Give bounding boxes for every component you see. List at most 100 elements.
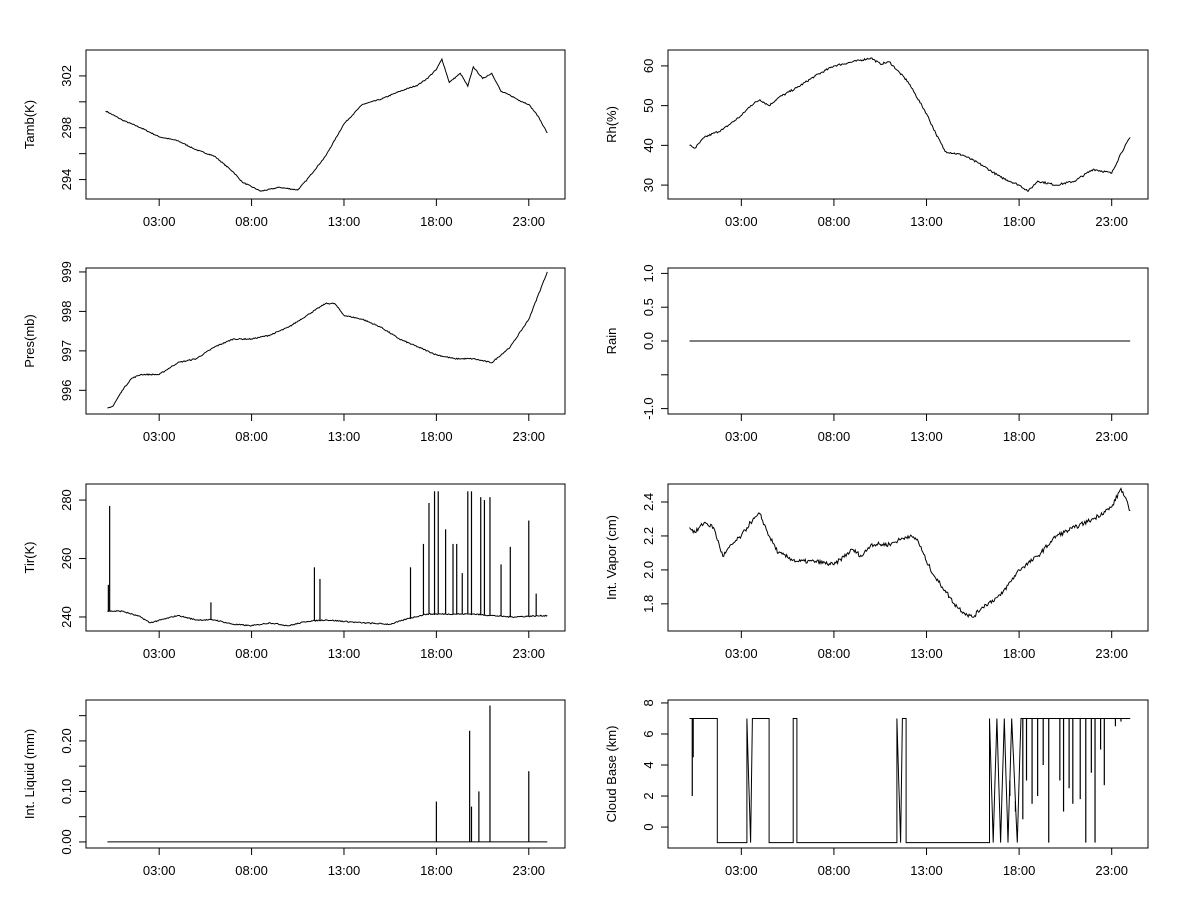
y-tick-label: 40 <box>641 138 656 152</box>
x-tick-label: 08:00 <box>235 429 268 444</box>
x-tick-label: 13:00 <box>328 863 361 878</box>
series-line <box>689 57 1131 192</box>
plot-box <box>667 483 1149 632</box>
y-tick-label: 0.10 <box>59 779 74 804</box>
y-tick-label: 0.5 <box>641 298 656 316</box>
x-tick-label: 13:00 <box>328 646 361 661</box>
y-axis-label: Rh(%) <box>604 106 619 143</box>
y-tick-label: 60 <box>641 59 656 73</box>
panel-7: 03:00 08:00 13:00 18:00 23:00 0.00 0.10 0.20 Int… <box>22 699 566 878</box>
x-tick-label: 18:00 <box>1003 646 1036 661</box>
y-tick-label: 1.8 <box>641 595 656 613</box>
y-tick-label: 999 <box>59 261 74 283</box>
x-tick-label: 18:00 <box>1003 863 1036 878</box>
y-tick-label: 8 <box>641 699 656 706</box>
y-tick-label: 2 <box>641 792 656 799</box>
x-tick-label: 03:00 <box>143 646 176 661</box>
y-axis-label: Pres(mb) <box>22 314 37 367</box>
plot-box <box>85 483 566 632</box>
plot-box <box>667 699 1149 849</box>
x-tick-label: 03:00 <box>725 214 758 229</box>
panel-6: 03:00 08:00 13:00 18:00 23:00 1.8 2.0 2.2 2.4 Int… <box>604 483 1149 661</box>
y-tick-label: 2.0 <box>641 561 656 579</box>
x-tick-label: 03:00 <box>725 429 758 444</box>
panel-3: 03:00 08:00 13:00 18:00 23:00 996 997 998 999 Pre… <box>22 261 566 444</box>
x-tick-label: 13:00 <box>910 646 943 661</box>
y-tick-label: 294 <box>59 169 74 191</box>
x-tick-label: 18:00 <box>1003 214 1036 229</box>
panel-4: 03:00 08:00 13:00 18:00 23:00 -1.0 0.0 0.5 1.0 Ra… <box>604 264 1149 444</box>
y-tick-label: 302 <box>59 65 74 87</box>
x-tick-label: 03:00 <box>725 646 758 661</box>
x-tick-label: 08:00 <box>818 646 851 661</box>
x-tick-label: 23:00 <box>1095 429 1128 444</box>
y-tick-label: 0.00 <box>59 829 74 854</box>
x-tick-label: 18:00 <box>420 863 453 878</box>
y-tick-label: -1.0 <box>641 397 656 419</box>
plot-box <box>85 49 566 200</box>
x-tick-label: 13:00 <box>910 863 943 878</box>
plot-box <box>85 267 566 415</box>
panel-5: 03:00 08:00 13:00 18:00 23:00 240 260 280 Tir(K) <box>22 483 566 661</box>
x-tick-label: 13:00 <box>910 214 943 229</box>
x-tick-label: 23:00 <box>1095 863 1128 878</box>
x-tick-label: 23:00 <box>513 863 546 878</box>
y-tick-label: 50 <box>641 98 656 112</box>
series-line <box>105 57 548 192</box>
plot-box <box>667 49 1149 200</box>
x-tick-label: 03:00 <box>143 214 176 229</box>
x-tick-label: 03:00 <box>725 863 758 878</box>
y-tick-label: 998 <box>59 301 74 323</box>
series-line <box>689 718 1131 844</box>
x-tick-label: 18:00 <box>420 214 453 229</box>
x-tick-label: 08:00 <box>235 863 268 878</box>
y-tick-label: 4 <box>641 761 656 768</box>
x-tick-label: 18:00 <box>420 429 453 444</box>
x-tick-label: 23:00 <box>513 646 546 661</box>
y-axis-label: Int. Vapor (cm) <box>604 515 619 600</box>
y-tick-label: 0.20 <box>59 728 74 753</box>
y-tick-label: 298 <box>59 117 74 139</box>
x-tick-label: 23:00 <box>513 214 546 229</box>
panel-8: 03:00 08:00 13:00 18:00 23:00 0 2 4 6 8 Cloud Base… <box>604 699 1149 878</box>
series-line <box>107 271 548 409</box>
y-tick-label: 240 <box>59 606 74 628</box>
x-tick-label: 23:00 <box>513 429 546 444</box>
y-axis-label: Tamb(K) <box>22 100 37 149</box>
y-tick-label: 6 <box>641 730 656 737</box>
y-tick-label: 1.0 <box>641 264 656 282</box>
y-tick-label: 996 <box>59 379 74 401</box>
y-tick-label: 280 <box>59 489 74 511</box>
x-tick-label: 13:00 <box>328 214 361 229</box>
plot-box <box>85 699 566 849</box>
x-tick-label: 08:00 <box>818 863 851 878</box>
x-tick-label: 13:00 <box>328 429 361 444</box>
x-tick-label: 03:00 <box>143 863 176 878</box>
y-tick-label: 2.2 <box>641 527 656 545</box>
x-tick-label: 08:00 <box>235 646 268 661</box>
y-tick-label: 2.4 <box>641 493 656 511</box>
x-tick-label: 18:00 <box>1003 429 1036 444</box>
x-tick-label: 23:00 <box>1095 214 1128 229</box>
x-tick-label: 23:00 <box>1095 646 1128 661</box>
y-axis-label: Rain <box>604 328 619 355</box>
y-axis-label: Tir(K) <box>22 541 37 573</box>
y-axis-label: Int. Liquid (mm) <box>22 729 37 819</box>
x-tick-label: 18:00 <box>420 646 453 661</box>
y-tick-label: 260 <box>59 548 74 570</box>
y-tick-label: 30 <box>641 178 656 192</box>
x-tick-label: 08:00 <box>818 429 851 444</box>
x-tick-label: 13:00 <box>910 429 943 444</box>
y-axis-label: Cloud Base (km) <box>604 726 619 823</box>
series-line <box>689 487 1131 618</box>
panel-2: 03:00 08:00 13:00 18:00 23:00 30 40 50 60 Rh(%) <box>604 49 1149 229</box>
x-tick-label: 08:00 <box>235 214 268 229</box>
series-line <box>107 610 548 627</box>
y-tick-label: 0.0 <box>641 332 656 350</box>
panel-1: 03:00 08:00 13:00 18:00 23:00 294 298 302 Tamb(K… <box>22 49 566 229</box>
x-tick-label: 03:00 <box>143 429 176 444</box>
x-tick-label: 08:00 <box>818 214 851 229</box>
y-tick-label: 997 <box>59 340 74 362</box>
y-tick-label: 0 <box>641 823 656 830</box>
